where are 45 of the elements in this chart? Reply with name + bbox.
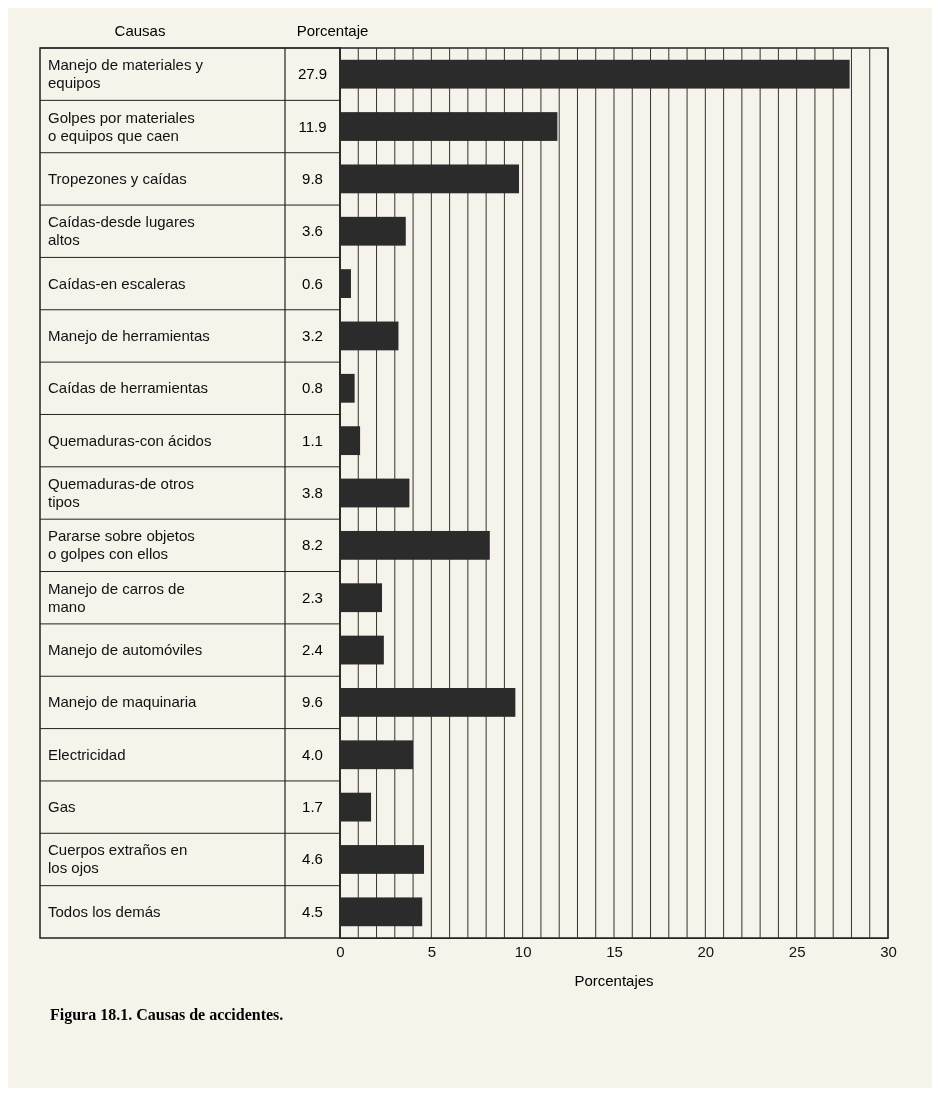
y-tick-label: Manejo de maquinaria xyxy=(48,693,198,711)
x-tick-label: 10 xyxy=(514,942,532,960)
data-label: 11.9 xyxy=(298,117,327,135)
data-label: 0.6 xyxy=(302,274,323,292)
data-label: 1.1 xyxy=(302,431,323,449)
x-tick-label: 30 xyxy=(880,942,897,960)
x-tick-label: 20 xyxy=(697,942,715,960)
y-tick-label: Caídas-en escaleras xyxy=(48,274,186,292)
data-label: 9.6 xyxy=(302,693,323,711)
y-tick-label: Gas xyxy=(48,798,76,816)
data-label: 4.0 xyxy=(302,745,323,763)
text: Causas xyxy=(114,22,166,39)
y-tick-label: Quemaduras-de otros tipos xyxy=(48,475,194,510)
data-label: 3.6 xyxy=(302,222,323,240)
x-tick-label: 15 xyxy=(606,942,623,960)
x-tick-label: 0 xyxy=(336,942,345,960)
text: Figura 18.1. Causas de accidentes. xyxy=(50,1006,284,1024)
data-label: 3.2 xyxy=(302,326,323,344)
y-tick-label: Manejo de carros de mano xyxy=(48,579,185,615)
y-tick-label: Quemaduras-con ácidos xyxy=(48,431,212,449)
text: Porcentaje xyxy=(296,22,369,39)
y-tick-label: Manejo de automóviles xyxy=(48,641,203,659)
y-tick-label: Todos los demás xyxy=(48,902,161,920)
y-tick-label: Pararse sobre objetos o golpes con ellos xyxy=(48,527,195,563)
y-tick-label: Manejo de materiales y equipos xyxy=(48,56,204,92)
data-label: 8.2 xyxy=(302,536,323,554)
data-label: 0.8 xyxy=(302,379,323,397)
data-label: 9.8 xyxy=(302,169,323,187)
y-tick-label: Electricidad xyxy=(48,745,126,763)
x-tick-label: 25 xyxy=(788,942,806,960)
data-label: 4.6 xyxy=(302,850,323,868)
data-label: 1.7 xyxy=(302,798,323,816)
y-tick-label: Manejo de herramientas xyxy=(48,326,210,344)
data-label: 2.3 xyxy=(302,588,323,606)
data-label: 2.4 xyxy=(302,641,323,659)
data-label: 4.5 xyxy=(302,902,323,920)
y-tick-label: Golpes por materiales o equipos que caen xyxy=(48,108,195,144)
data-label: 3.8 xyxy=(302,484,323,501)
data-label: 27.9 xyxy=(297,65,328,83)
x-axis-title: Porcentajes xyxy=(574,972,654,989)
y-tick-label: Tropezones y caídas xyxy=(48,169,187,187)
x-tick-label: 5 xyxy=(427,942,437,960)
y-tick-label: Caídas de herramientas xyxy=(48,379,209,397)
y-tick-label: Cuerpos extraños en los ojos xyxy=(48,841,188,877)
y-tick-label: Caídas-desde lugares altos xyxy=(48,213,195,249)
